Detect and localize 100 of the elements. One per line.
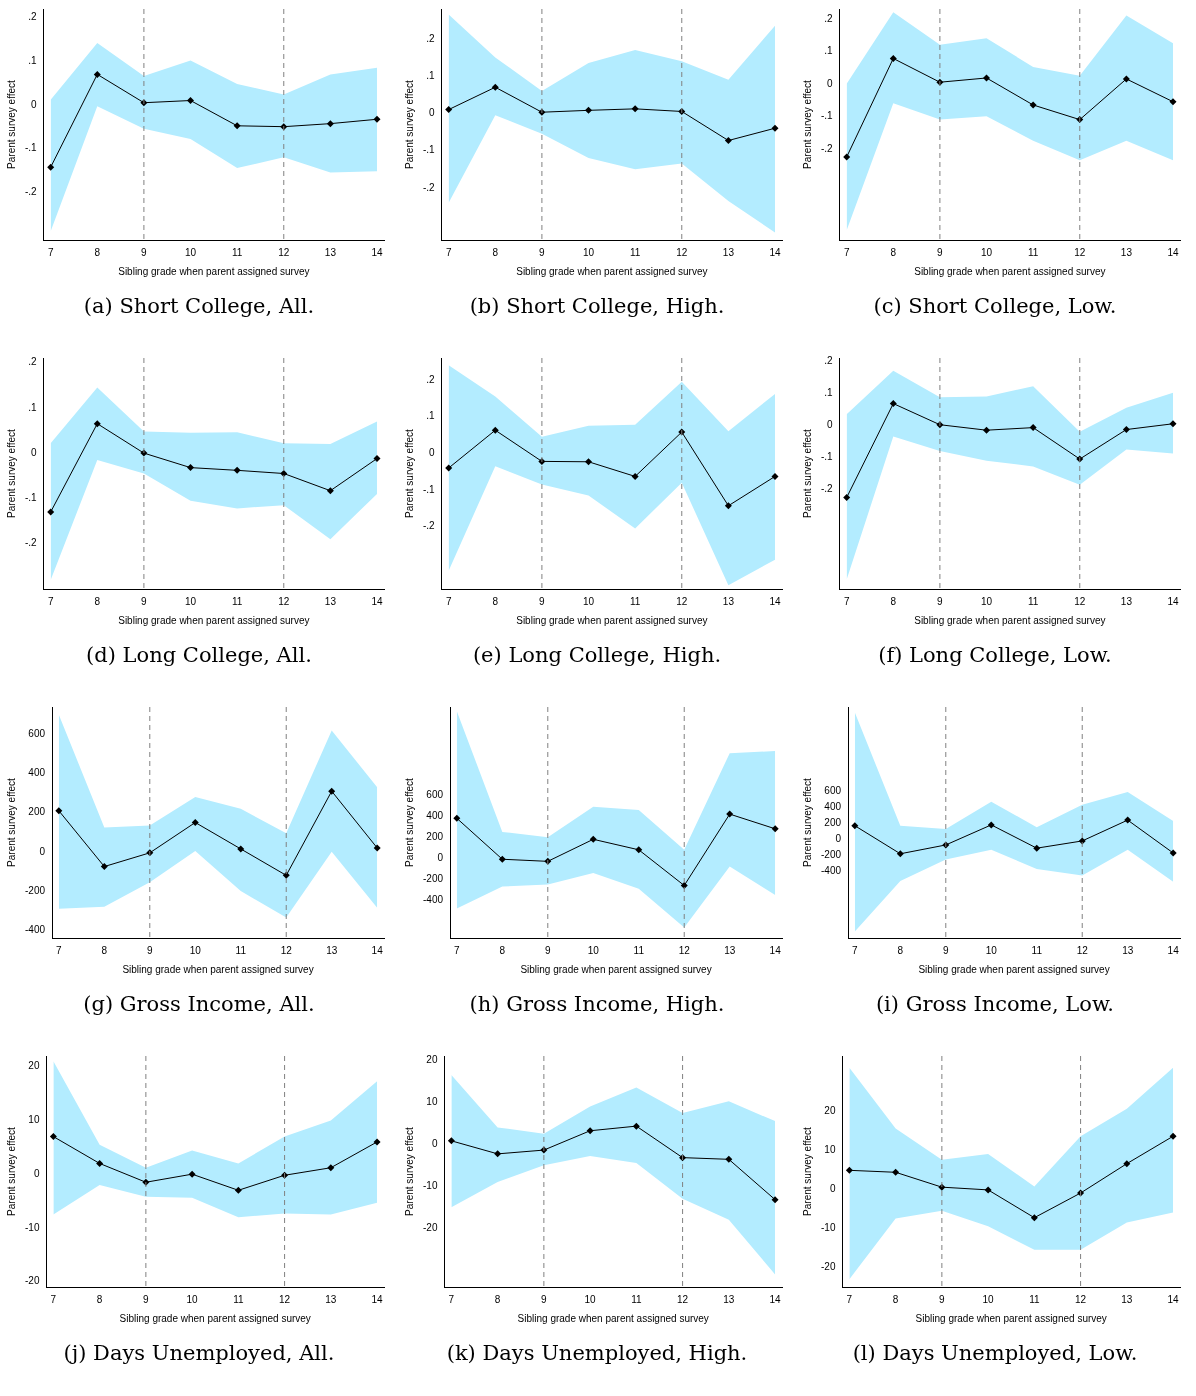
x-tick-label: 14	[769, 944, 782, 956]
y-tick-label: 0	[827, 419, 834, 431]
y-tick-label: 0	[437, 851, 444, 863]
x-tick-label: 14	[769, 1293, 782, 1305]
x-tick-label: 14	[371, 246, 384, 258]
x-tick-label: 9	[539, 246, 546, 258]
point	[445, 106, 453, 114]
x-tick-label: 10	[582, 246, 595, 258]
text: (i) Gross Income, Low.	[875, 992, 1115, 1016]
x-tick-label: 8	[94, 246, 101, 258]
x-tick-label: 9	[141, 246, 148, 258]
x-tick-label: 12	[1074, 595, 1086, 607]
x-tick-label: 13	[1120, 595, 1133, 607]
point	[631, 105, 639, 113]
x-tick-label: 10	[186, 1293, 199, 1305]
y-tick-label: -200	[423, 872, 444, 884]
x-axis-title: Sibling grade when parent assigned survey	[118, 265, 310, 277]
text: (d) Long College, All.	[86, 643, 312, 667]
x-tick-label: 8	[96, 1293, 103, 1305]
x-tick-label: 7	[448, 1293, 455, 1305]
point	[1169, 849, 1177, 857]
x-tick-label: 7	[47, 246, 54, 258]
text: (k) Days Unemployed, High.	[446, 1341, 748, 1365]
point	[494, 1150, 502, 1158]
x-tick-label: 13	[722, 595, 735, 607]
point	[845, 1166, 853, 1174]
x-tick-label: 13	[325, 1293, 337, 1305]
point	[491, 83, 499, 91]
x-tick-label: 8	[890, 246, 897, 258]
y-tick-label: 20	[28, 1060, 40, 1072]
y-tick-label: 600	[28, 728, 46, 740]
x-tick-label: 11	[1029, 1293, 1040, 1305]
y-axis-title: Parent survey effect	[5, 1126, 17, 1216]
y-tick-label: 10	[28, 1114, 40, 1126]
x-tick-label: 10	[184, 246, 197, 258]
y-tick-label: 200	[426, 830, 444, 842]
point	[187, 464, 195, 472]
x-tick-label: 14	[1167, 1293, 1180, 1305]
point	[47, 163, 55, 171]
x-tick-label: 11	[233, 1293, 244, 1305]
x-axis-title: Sibling grade when parent assigned survey	[915, 1312, 1107, 1324]
y-tick-label: 600	[426, 788, 444, 800]
y-axis-title: Parent survey effect	[5, 777, 17, 867]
x-tick-label: 10	[980, 246, 993, 258]
y-tick-label: 10	[426, 1095, 438, 1107]
point	[771, 825, 779, 833]
x-axis-title: Sibling grade when parent assigned survey	[517, 1312, 709, 1324]
x-tick-label: 10	[184, 595, 197, 607]
point	[724, 502, 732, 510]
point	[632, 1122, 640, 1130]
point	[327, 1164, 335, 1172]
x-tick-label: 13	[723, 1293, 735, 1305]
point	[725, 1155, 733, 1163]
y-tick-label: 400	[824, 801, 842, 813]
x-tick-label: 10	[189, 944, 202, 956]
x-tick-label: 14	[371, 944, 384, 956]
x-tick-label: 8	[492, 595, 499, 607]
text: (e) Long College, High.	[472, 643, 722, 667]
x-axis-title: Sibling grade when parent assigned survey	[122, 963, 314, 975]
x-tick-label: 13	[722, 246, 735, 258]
y-axis-title: Parent survey effect	[403, 428, 415, 518]
y-tick-label: -.2	[25, 537, 38, 549]
x-tick-label: 14	[1167, 595, 1180, 607]
point	[93, 70, 101, 78]
x-tick-label: 14	[769, 246, 782, 258]
y-tick-label: 600	[824, 784, 842, 796]
y-tick-label: 0	[39, 845, 46, 857]
x-axis-title: Sibling grade when parent assigned survey	[914, 614, 1106, 626]
y-axis-title: Parent survey effect	[5, 428, 17, 518]
point	[326, 487, 334, 495]
y-tick-label: 0	[33, 1167, 40, 1179]
x-tick-label: 10	[980, 595, 993, 607]
point	[1122, 75, 1130, 83]
x-tick-label: 7	[843, 595, 850, 607]
y-tick-label: -.2	[423, 520, 436, 532]
x-tick-label: 9	[539, 595, 546, 607]
point	[55, 807, 63, 815]
text: (a) Short College, All.	[83, 294, 315, 318]
y-tick-label: 0	[431, 1137, 438, 1149]
x-tick-label: 12	[278, 246, 290, 258]
y-tick-label: -200	[25, 884, 46, 896]
point	[851, 822, 859, 830]
x-tick-label: 7	[56, 944, 63, 956]
x-tick-label: 12	[676, 246, 688, 258]
x-tick-label: 7	[852, 944, 859, 956]
y-tick-label: -.1	[423, 144, 436, 156]
x-tick-label: 9	[937, 246, 944, 258]
text: (f) Long College, Low.	[878, 643, 1112, 667]
y-axis-title: Parent survey effect	[403, 777, 415, 867]
point	[586, 1127, 594, 1135]
y-tick-label: -20	[821, 1261, 836, 1273]
x-tick-label: 8	[890, 595, 897, 607]
point	[491, 426, 499, 434]
x-tick-label: 12	[676, 595, 688, 607]
point	[1169, 1132, 1177, 1140]
x-tick-label: 8	[499, 944, 506, 956]
x-tick-label: 10	[584, 1293, 597, 1305]
x-tick-label: 7	[445, 595, 452, 607]
x-axis-title: Sibling grade when parent assigned survey	[918, 963, 1110, 975]
x-tick-label: 13	[324, 246, 337, 258]
